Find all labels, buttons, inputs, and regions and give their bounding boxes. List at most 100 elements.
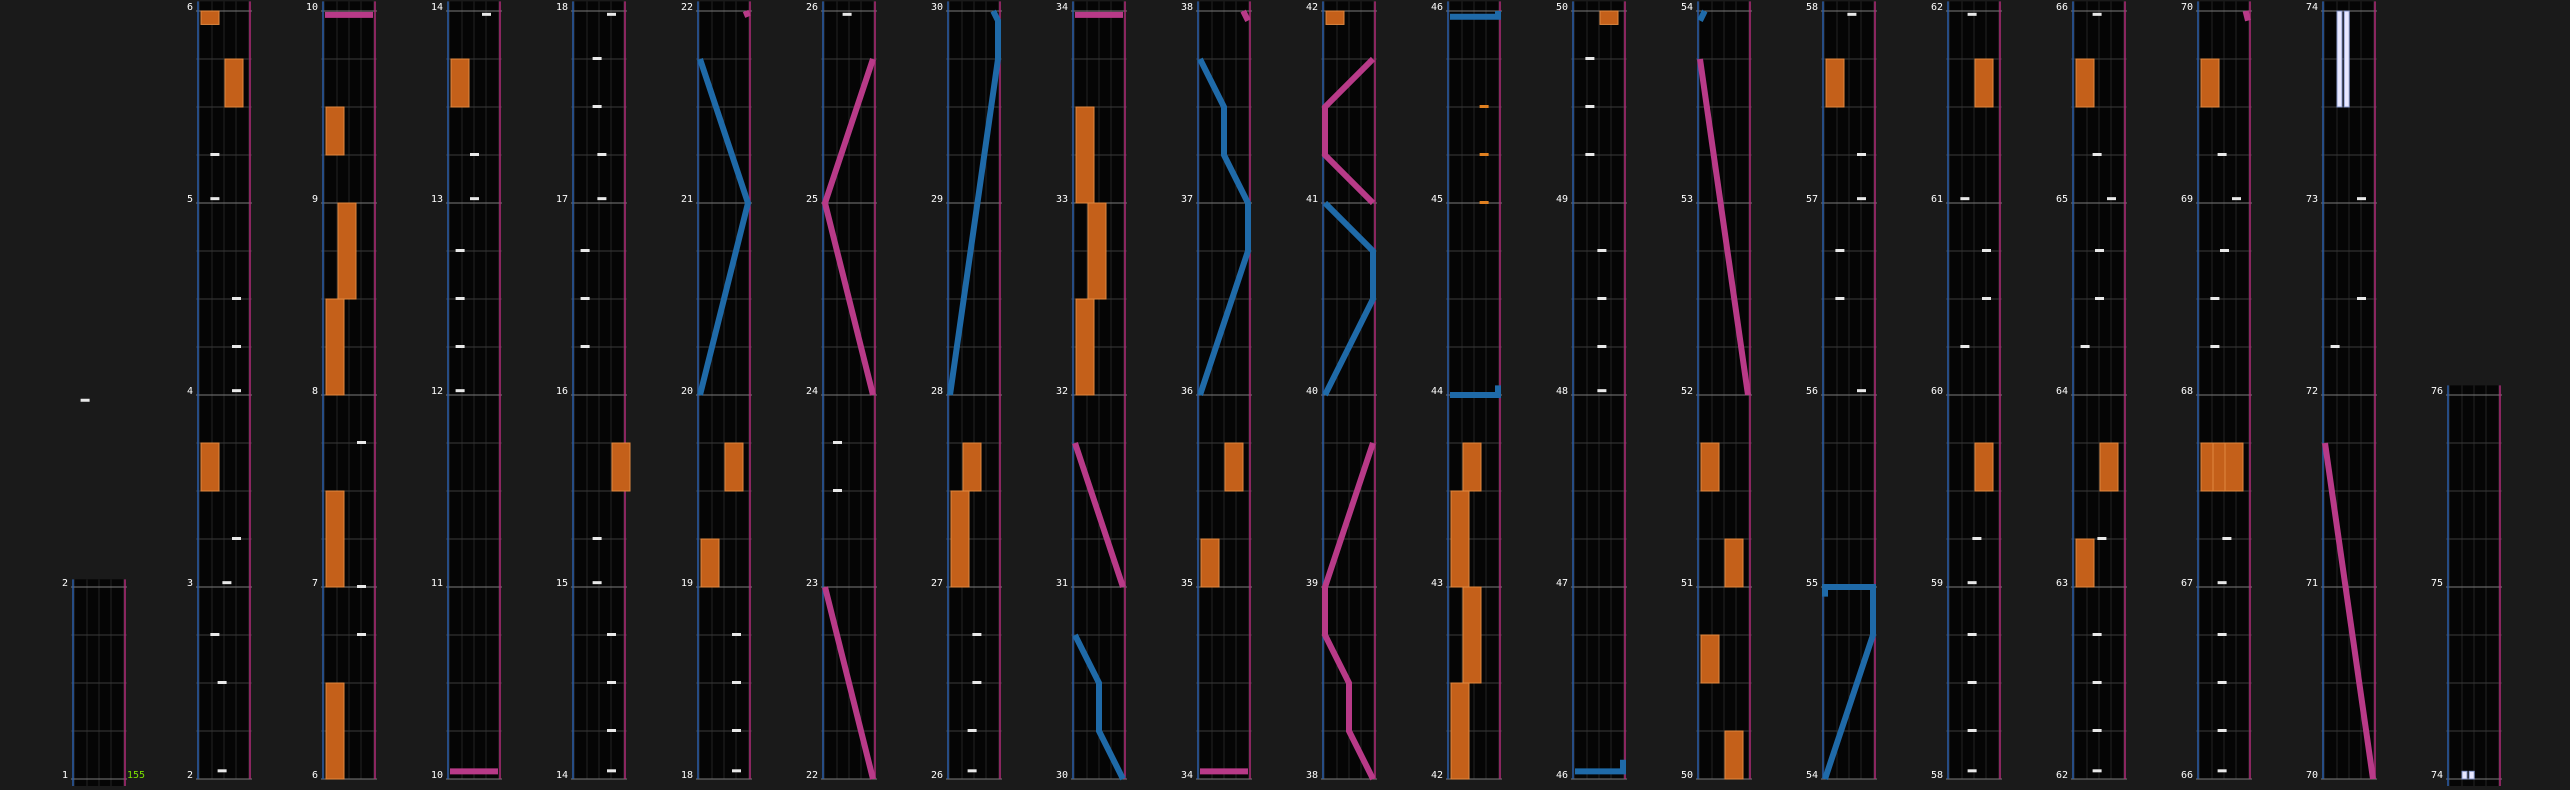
tap-note bbox=[1967, 12, 1977, 16]
measure-number: 10 bbox=[431, 770, 443, 781]
measure-number: 38 bbox=[1306, 770, 1318, 781]
measure-number: 47 bbox=[1556, 578, 1568, 589]
measure-number: 4 bbox=[187, 386, 193, 397]
measure-number: 21 bbox=[681, 194, 693, 205]
tap-note bbox=[1857, 389, 1866, 393]
hold-note bbox=[1599, 10, 1619, 25]
tap-note bbox=[607, 729, 616, 732]
tap-note bbox=[2222, 537, 2232, 540]
measure-number: 69 bbox=[2181, 194, 2193, 205]
tap-note bbox=[592, 581, 602, 585]
measure-number: 71 bbox=[2306, 578, 2318, 589]
measure-number: 74 bbox=[2431, 770, 2443, 781]
measure-column: 58 59 60 61 62 bbox=[1931, 1, 2002, 781]
hold-note bbox=[1462, 586, 1482, 684]
bpm-label: 155 bbox=[127, 770, 145, 781]
blue-slide bbox=[1197, 57, 1251, 396]
tap-note bbox=[470, 153, 479, 156]
hold-note bbox=[2200, 58, 2220, 108]
hold-note bbox=[1087, 202, 1107, 300]
measure-number: 70 bbox=[2181, 2, 2193, 13]
measure-number: 2 bbox=[62, 578, 68, 589]
measure-number: 30 bbox=[1056, 770, 1068, 781]
tap-note bbox=[2217, 681, 2227, 684]
blue-slide bbox=[697, 58, 752, 396]
tap-note bbox=[2092, 681, 2102, 684]
measure-number: 22 bbox=[681, 2, 693, 13]
measure-number: 19 bbox=[681, 578, 693, 589]
tap-note bbox=[2092, 633, 2102, 636]
measure-column: 1 2 155 bbox=[62, 398, 145, 786]
measure-number: 20 bbox=[681, 386, 693, 397]
measure-number: 73 bbox=[2306, 194, 2318, 205]
tap-note bbox=[1960, 197, 1970, 201]
hold-note bbox=[325, 490, 345, 588]
tap-note bbox=[1835, 297, 1845, 300]
measure-number: 42 bbox=[1306, 2, 1318, 13]
tap-note bbox=[357, 441, 366, 444]
hold-note bbox=[200, 10, 220, 25]
measure-number: 32 bbox=[1056, 386, 1068, 397]
mine-chip bbox=[2343, 10, 2350, 108]
mine-chip bbox=[2468, 770, 2475, 780]
mine-chip bbox=[2336, 10, 2343, 108]
measure-number: 28 bbox=[931, 386, 943, 397]
measure-number: 40 bbox=[1306, 386, 1318, 397]
tap-note bbox=[1857, 153, 1866, 156]
tap-note bbox=[80, 398, 90, 402]
hold-note bbox=[2075, 538, 2095, 588]
measure-number: 36 bbox=[1181, 386, 1193, 397]
tap-note bbox=[357, 633, 366, 636]
measure-number: 74 bbox=[2306, 2, 2318, 13]
hold-note bbox=[1700, 442, 1720, 492]
measure-number: 76 bbox=[2431, 386, 2443, 397]
tap-note bbox=[210, 633, 220, 636]
measure-number: 39 bbox=[1306, 578, 1318, 589]
measure-number: 26 bbox=[931, 770, 943, 781]
measure-number: 64 bbox=[2056, 386, 2068, 397]
tap-note bbox=[2095, 297, 2104, 300]
tap-note bbox=[597, 197, 607, 201]
measure-number: 62 bbox=[1931, 2, 1943, 13]
pink-slide bbox=[742, 9, 751, 18]
measure-number: 50 bbox=[1556, 2, 1568, 13]
measure-column: 22 23 24 25 26 bbox=[806, 1, 877, 781]
tap-note bbox=[2357, 297, 2366, 300]
tap-note bbox=[2107, 197, 2116, 201]
measure-number: 33 bbox=[1056, 194, 1068, 205]
measure-column: 42 43 44 45 46 bbox=[1431, 1, 1502, 781]
tap-note bbox=[592, 105, 602, 108]
measure-number: 18 bbox=[556, 2, 568, 13]
hold-note bbox=[950, 490, 970, 588]
measure-number: 53 bbox=[1681, 194, 1693, 205]
hold-note bbox=[1450, 682, 1470, 780]
tap-note bbox=[580, 297, 590, 300]
tap-note bbox=[580, 345, 590, 348]
tap-note bbox=[2210, 345, 2220, 348]
measure-number: 61 bbox=[1931, 194, 1943, 205]
tap-note bbox=[732, 769, 741, 773]
tap-note bbox=[607, 633, 616, 636]
pink-slide bbox=[1322, 442, 1376, 781]
tap-note bbox=[1847, 12, 1857, 16]
tap-note bbox=[592, 57, 602, 60]
tap-note bbox=[455, 389, 465, 393]
tap-note bbox=[210, 197, 220, 201]
measure-number: 27 bbox=[931, 578, 943, 589]
measure-number: 59 bbox=[1931, 578, 1943, 589]
hold-note bbox=[724, 442, 744, 492]
tap-note bbox=[967, 769, 977, 773]
hold-note bbox=[1462, 442, 1482, 492]
tap-note bbox=[1479, 201, 1489, 204]
tap-note bbox=[580, 249, 590, 252]
measure-column: 50 51 52 53 54 bbox=[1681, 1, 1752, 781]
measure-column: 30 31 32 33 34 bbox=[1056, 1, 1127, 781]
tap-note bbox=[1597, 249, 1607, 252]
tap-note bbox=[972, 681, 982, 684]
measure-number: 54 bbox=[1806, 770, 1818, 781]
measure-number: 26 bbox=[806, 2, 818, 13]
measure-number: 6 bbox=[312, 770, 318, 781]
tap-note bbox=[833, 489, 842, 492]
measure-number: 38 bbox=[1181, 2, 1193, 13]
